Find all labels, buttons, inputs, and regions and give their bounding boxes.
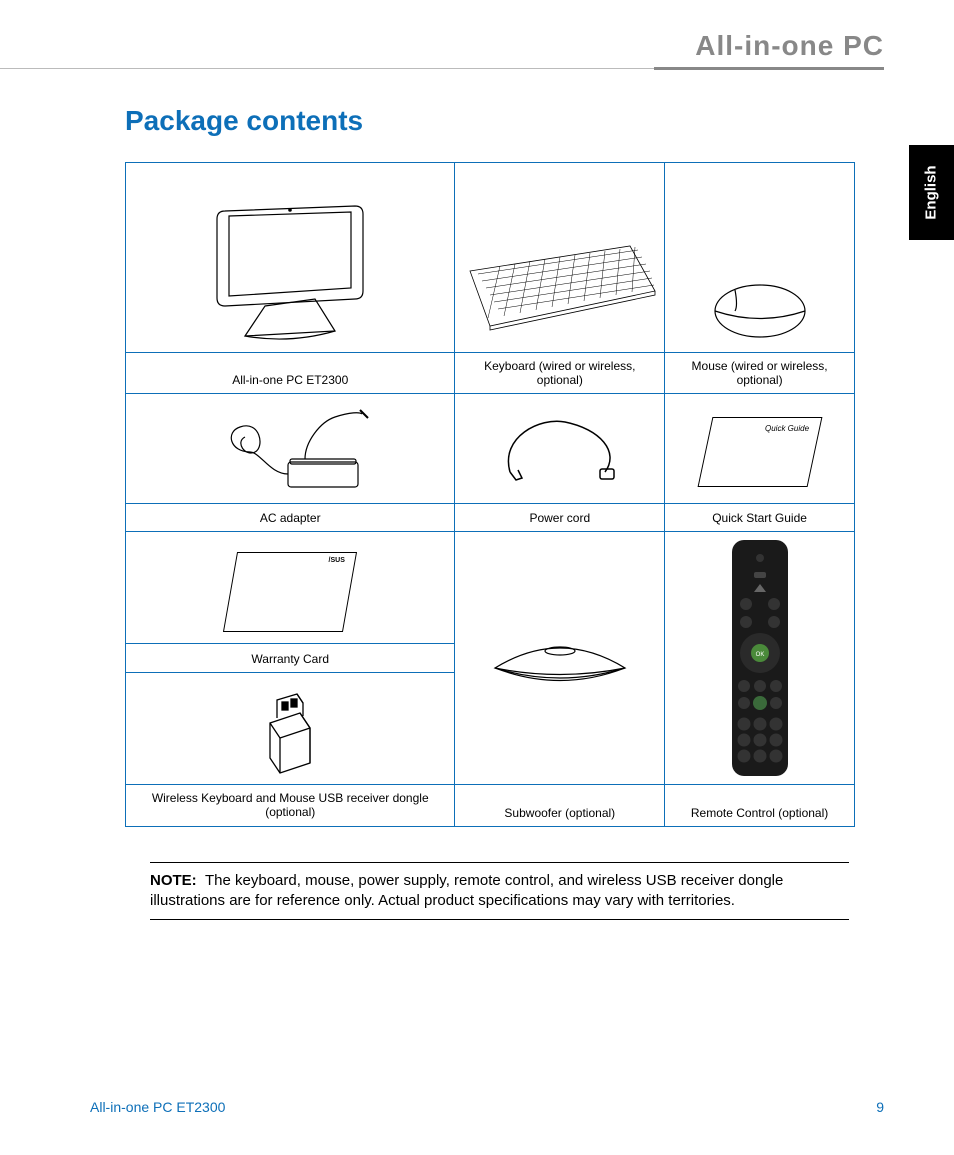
header-rule: [0, 68, 884, 69]
label-keyboard: Keyboard (wired or wireless, optional): [455, 353, 665, 394]
note-box: NOTE: The keyboard, mouse, power supply,…: [150, 862, 849, 921]
svg-text:OK: OK: [755, 652, 764, 658]
quick-guide-icon: Quick Guide: [697, 417, 822, 487]
quick-guide-inline-text: Quick Guide: [765, 424, 809, 433]
cell-aio-pc: [126, 163, 455, 353]
cell-keyboard: [455, 163, 665, 353]
label-power-cord: Power cord: [455, 504, 665, 532]
mouse-icon: [705, 276, 815, 346]
label-mouse: Mouse (wired or wireless, optional): [665, 353, 855, 394]
warranty-card-icon: /SUS: [223, 552, 357, 632]
note-text: The keyboard, mouse, power supply, remot…: [150, 872, 783, 909]
label-aio-pc: All-in-one PC ET2300: [126, 353, 455, 394]
usb-dongle-icon: [255, 688, 325, 778]
language-tab: English: [909, 145, 954, 240]
page-footer: All-in-one PC ET2300 9: [90, 1099, 884, 1115]
cell-mouse: [665, 163, 855, 353]
cell-quick-guide: Quick Guide: [665, 394, 855, 504]
product-header: All-in-one PC: [695, 30, 884, 62]
section-title: Package contents: [125, 105, 884, 137]
label-subwoofer: Subwoofer (optional): [455, 785, 665, 827]
cell-subwoofer: [455, 532, 665, 785]
cell-warranty: /SUS: [126, 532, 455, 644]
cell-ac-adapter: [126, 394, 455, 504]
footer-page-number: 9: [876, 1099, 884, 1115]
power-cord-icon: [490, 407, 630, 497]
keyboard-icon: [460, 236, 660, 346]
aio-pc-icon: [205, 196, 375, 346]
label-remote: Remote Control (optional): [665, 785, 855, 827]
label-quick-guide: Quick Start Guide: [665, 504, 855, 532]
footer-model: All-in-one PC ET2300: [90, 1099, 225, 1115]
label-warranty: Warranty Card: [126, 644, 455, 673]
cell-remote: OK: [665, 532, 855, 785]
warranty-inline-text: /SUS: [328, 557, 344, 564]
label-dongle: Wireless Keyboard and Mouse USB receiver…: [126, 785, 455, 827]
subwoofer-icon: [485, 623, 635, 693]
cell-dongle: [126, 672, 455, 784]
cell-power-cord: [455, 394, 665, 504]
contents-table: All-in-one PC ET2300 Keyboard (wired or …: [125, 162, 855, 827]
remote-icon: OK: [728, 538, 792, 778]
ac-adapter-icon: [210, 402, 370, 497]
note-label: NOTE:: [150, 872, 197, 889]
label-dongle-text: Wireless Keyboard and Mouse USB receiver…: [152, 791, 429, 819]
label-ac-adapter: AC adapter: [126, 504, 455, 532]
language-tab-label: English: [923, 165, 940, 219]
